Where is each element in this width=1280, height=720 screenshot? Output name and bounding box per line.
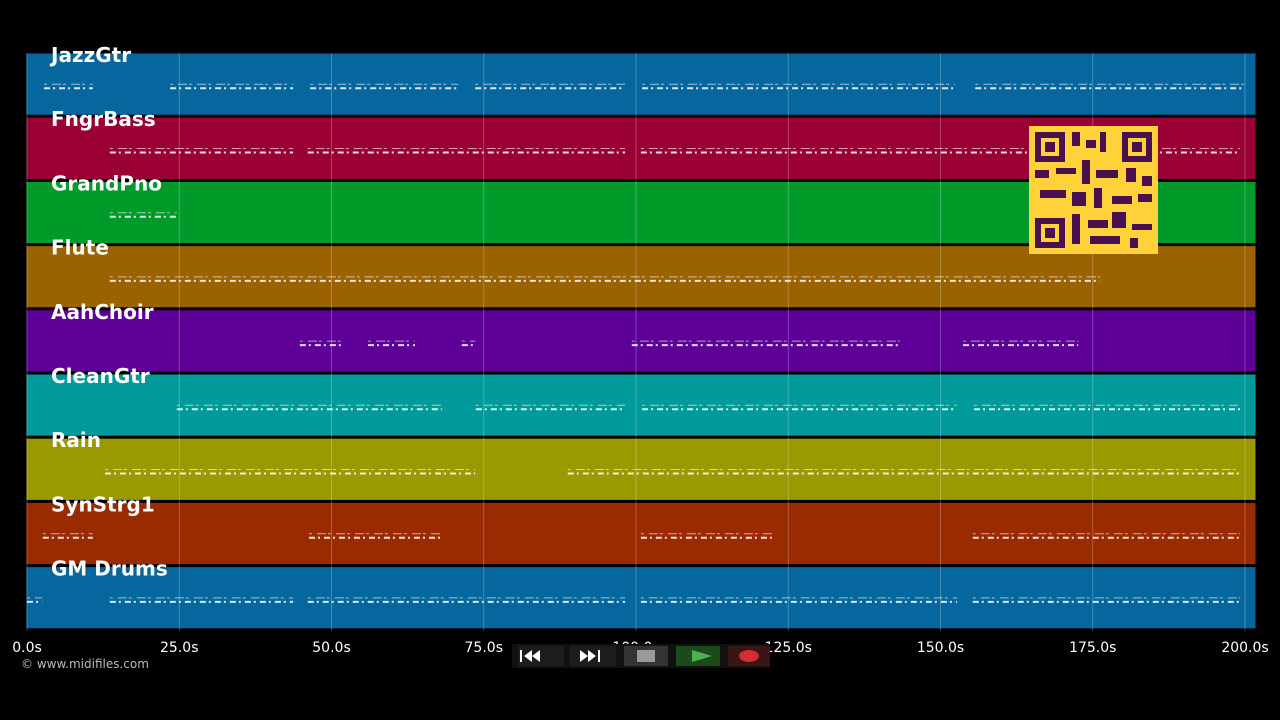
record-button[interactable]: [728, 646, 770, 666]
transport: [512, 644, 770, 668]
x-tick-label: 25.0s: [160, 640, 198, 656]
x-tick-label: 125.0s: [765, 640, 812, 656]
track-name: GM Drums: [51, 557, 168, 581]
track-name: AahChoir: [51, 300, 154, 324]
track-name: CleanGtr: [51, 364, 150, 388]
rewind-button[interactable]: [518, 646, 564, 666]
qr-code: [1029, 126, 1158, 254]
x-tick-label: 0.0s: [12, 640, 42, 656]
x-tick-label: 50.0s: [312, 640, 350, 656]
forward-button[interactable]: [570, 646, 616, 666]
stop-button[interactable]: [624, 646, 668, 666]
grid: [26, 53, 1246, 631]
x-tick-label: 150.0s: [917, 640, 964, 656]
track-name: FngrBass: [51, 107, 156, 131]
track-name: GrandPno: [51, 171, 162, 195]
track-name: JazzGtr: [49, 43, 131, 67]
x-tick-label: 75.0s: [465, 640, 503, 656]
track-lane: [25, 52, 1257, 116]
play-button[interactable]: [676, 646, 720, 666]
footer: © www.midifiles.com: [21, 657, 149, 671]
names: JazzGtr FngrBass GrandPno Flute AahChoir Clea…: [49, 43, 168, 581]
track-name: Rain: [51, 428, 101, 452]
x-tick-label: 175.0s: [1069, 640, 1116, 656]
x-tick-label: 200.0s: [1221, 640, 1268, 656]
time-axis: 0.0s25.0s50.0s75.0s100.0s125.0s150.0s175…: [12, 640, 1268, 656]
track-name: Flute: [51, 236, 109, 260]
track-name: SynStrg1: [51, 492, 155, 516]
